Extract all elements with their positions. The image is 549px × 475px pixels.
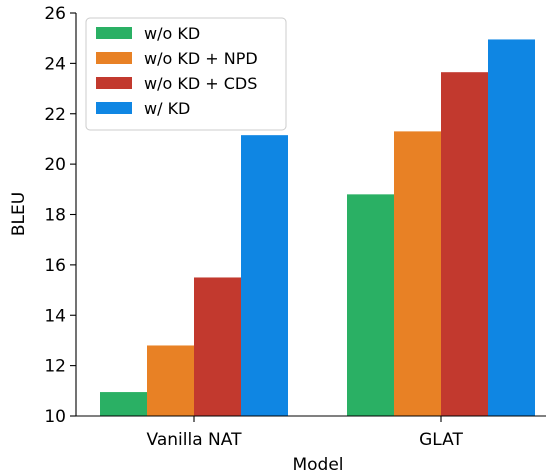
- y-tick-label: 14: [44, 306, 66, 326]
- y-tick-label: 20: [44, 155, 66, 175]
- legend-swatch: [96, 102, 132, 114]
- x-ticks: Vanilla NAT GLAT: [147, 416, 463, 450]
- bar: [441, 72, 488, 417]
- bar: [394, 131, 441, 416]
- y-tick-label: 24: [44, 54, 66, 74]
- legend-swatch: [96, 52, 132, 64]
- x-tick-label: GLAT: [419, 430, 463, 450]
- bar: [488, 39, 535, 417]
- bar: [241, 135, 288, 417]
- y-tick-label: 12: [44, 357, 66, 377]
- bar: [147, 345, 194, 416]
- x-axis-label: Model: [292, 455, 343, 475]
- y-tick-label: 16: [44, 256, 66, 276]
- bar: [194, 277, 241, 416]
- bars-layer: [100, 39, 535, 417]
- y-tick-label: 18: [44, 206, 66, 226]
- legend-label: w/ KD: [144, 99, 190, 118]
- legend-label: w/o KD + CDS: [144, 74, 257, 93]
- y-tick-label: 10: [44, 407, 66, 427]
- y-tick-label: 26: [44, 4, 66, 24]
- legend-swatch: [96, 27, 132, 39]
- y-axis-label: BLEU: [9, 192, 29, 236]
- legend-label: w/o KD + NPD: [144, 49, 258, 68]
- legend-frame: [85, 17, 287, 131]
- bar: [347, 194, 394, 416]
- x-tick-label: Vanilla NAT: [147, 430, 243, 450]
- bar: [100, 392, 147, 416]
- legend-label: w/o KD: [144, 24, 200, 43]
- legend-swatch: [96, 77, 132, 89]
- y-ticks: 10 12 14 16 18 20 22 24 26: [44, 4, 76, 427]
- legend: w/o KD w/o KD + NPD w/o KD + CDS w/ KD: [85, 17, 287, 131]
- y-tick-label: 22: [44, 105, 66, 125]
